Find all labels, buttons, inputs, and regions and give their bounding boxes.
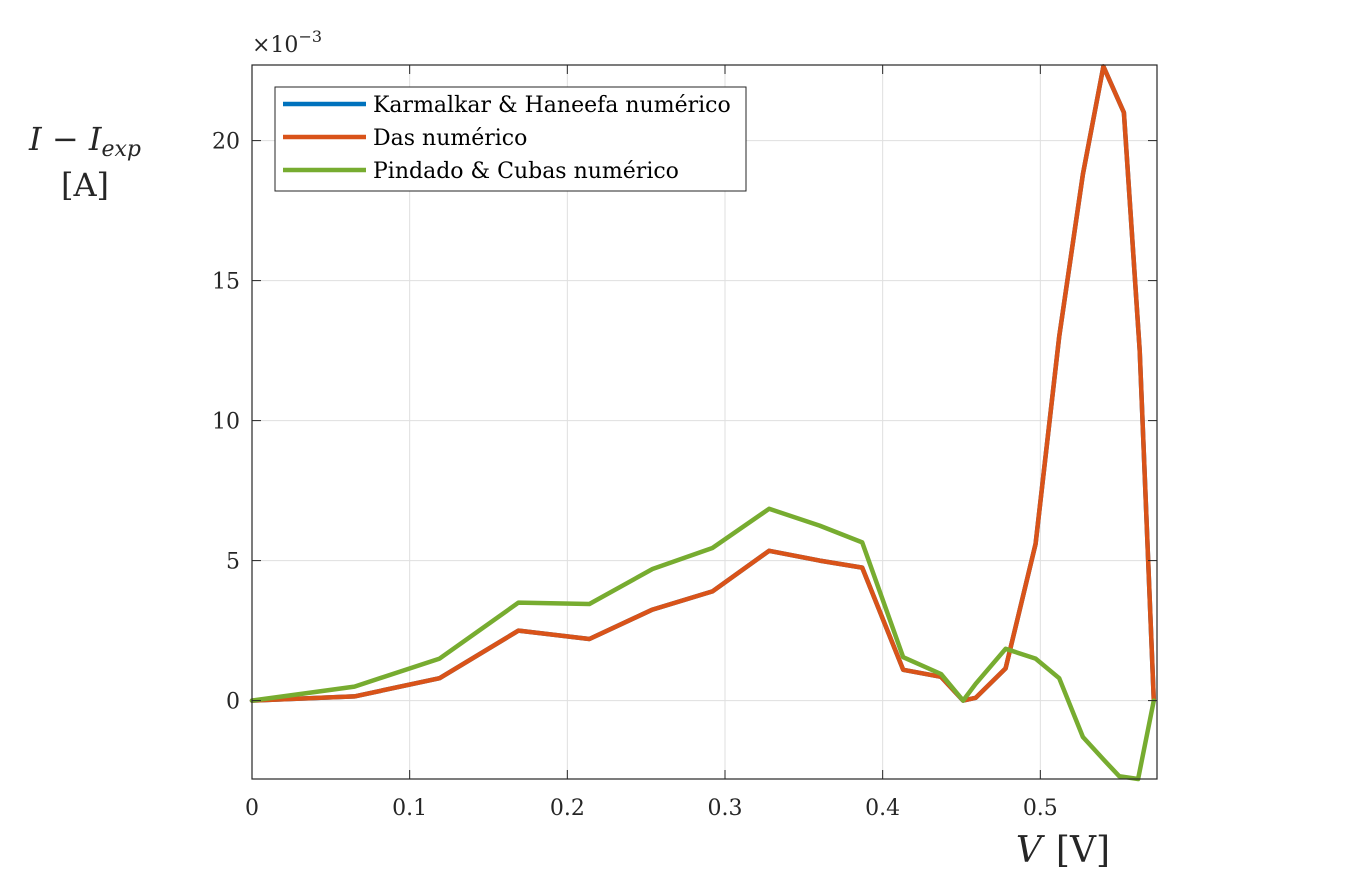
- x-axis-label-var: V: [1016, 830, 1046, 871]
- series-lines: [249, 64, 1157, 782]
- y-axis-label: I − Iexp: [28, 120, 141, 162]
- legend-label-3: Pindado & Cubas numérico: [373, 159, 679, 184]
- y-exponent-base: ×10: [252, 33, 298, 58]
- y-tick-label: 0: [226, 690, 240, 715]
- x-axis-label: V [V]: [1016, 830, 1110, 871]
- y-tick-label: 20: [212, 130, 240, 155]
- legend-label-2: Das numérico: [373, 126, 527, 151]
- x-tick-label: 0.2: [550, 796, 585, 821]
- x-tick-label: 0.5: [1023, 796, 1058, 821]
- y-exponent-label: ×10−3: [252, 27, 322, 58]
- y-exponent-power: −3: [298, 27, 322, 46]
- y-tick-label: 10: [212, 410, 240, 435]
- series-line-3: [249, 506, 1157, 782]
- x-tick-label: 0.4: [865, 796, 900, 821]
- y-axis-unit: [A]: [61, 166, 109, 204]
- x-tick-label: 0: [245, 796, 259, 821]
- y-axis-label-subscript: exp: [101, 137, 141, 162]
- x-tick-label: 0.1: [392, 796, 427, 821]
- legend: Karmalkar & Haneefa numérico Das numérico…: [274, 86, 747, 192]
- series-line-2: [249, 64, 1157, 703]
- legend-label-1: Karmalkar & Haneefa numérico: [373, 93, 731, 118]
- plot-frame: [251, 64, 1158, 780]
- axis-ticks: 0 0.1 0.2 0.3 0.4 0.5 0 5 10 15 20: [212, 65, 1157, 821]
- x-tick-label: 0.3: [707, 796, 742, 821]
- y-tick-label: 15: [212, 270, 240, 295]
- y-tick-label: 5: [226, 550, 240, 575]
- x-axis-label-unit: [V]: [1056, 830, 1110, 871]
- y-axis-label-main: I − I: [28, 120, 103, 158]
